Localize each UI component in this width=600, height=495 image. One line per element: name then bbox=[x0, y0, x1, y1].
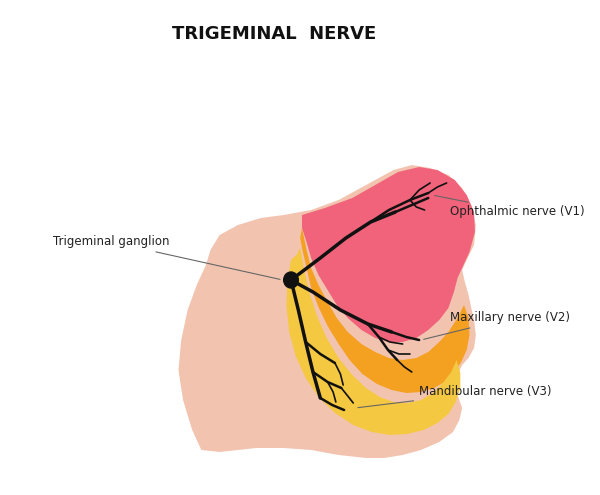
Text: Ophthalmic nerve (V1): Ophthalmic nerve (V1) bbox=[434, 196, 585, 218]
Text: TRIGEMINAL  NERVE: TRIGEMINAL NERVE bbox=[172, 25, 377, 43]
Text: Maxillary nerve (V2): Maxillary nerve (V2) bbox=[424, 311, 570, 340]
Polygon shape bbox=[300, 228, 469, 393]
Text: Mandibular nerve (V3): Mandibular nerve (V3) bbox=[358, 386, 551, 408]
Text: Trigeminal ganglion: Trigeminal ganglion bbox=[53, 236, 280, 279]
Polygon shape bbox=[178, 165, 476, 458]
Polygon shape bbox=[286, 248, 460, 435]
Circle shape bbox=[284, 272, 298, 288]
Polygon shape bbox=[302, 167, 475, 342]
